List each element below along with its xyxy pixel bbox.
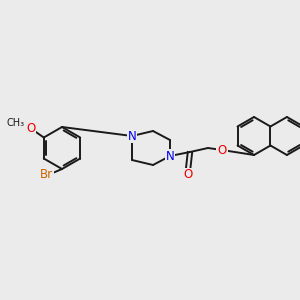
Text: O: O [183, 169, 193, 182]
Text: O: O [218, 143, 226, 157]
Text: N: N [128, 130, 136, 142]
Text: O: O [218, 143, 226, 157]
Text: N: N [166, 149, 174, 163]
Text: O: O [26, 122, 35, 135]
Text: Br: Br [39, 169, 52, 182]
Text: CH₃: CH₃ [7, 118, 25, 128]
